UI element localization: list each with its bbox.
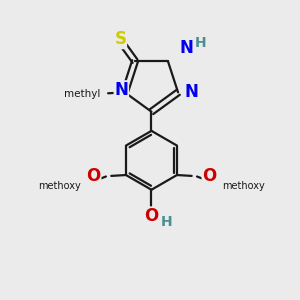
Text: O: O xyxy=(202,167,217,185)
Text: S: S xyxy=(114,30,126,48)
Text: O: O xyxy=(86,167,101,185)
Text: methoxy: methoxy xyxy=(222,181,265,191)
Text: methoxy: methoxy xyxy=(38,181,81,191)
Text: methyl: methyl xyxy=(64,89,101,99)
Text: N: N xyxy=(114,81,128,99)
Text: O: O xyxy=(144,207,159,225)
Text: N: N xyxy=(184,83,198,101)
Text: H: H xyxy=(194,36,206,50)
Text: H: H xyxy=(161,215,172,229)
Text: N: N xyxy=(179,39,193,57)
